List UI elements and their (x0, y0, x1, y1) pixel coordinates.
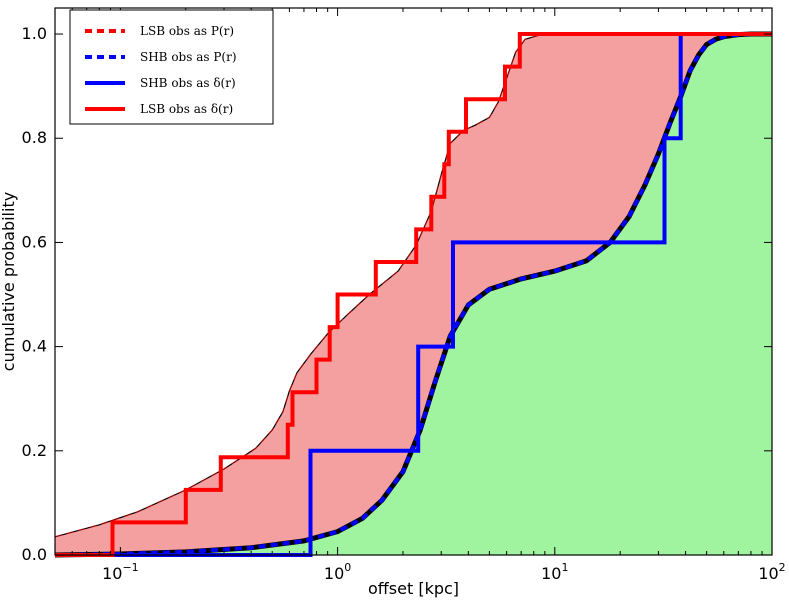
y-tick-labels: 0.0 0.2 0.4 0.6 0.8 1.0 (22, 24, 47, 564)
y-tick-label: 0.4 (22, 337, 47, 356)
shb-fill-region (55, 34, 772, 555)
x-tick-label: 101 (541, 561, 568, 583)
legend-label: LSB obs as δ(r) (140, 102, 233, 116)
series-line-shb-p (54, 32, 772, 557)
x-tick-label: 102 (758, 561, 785, 583)
y-tick-label: 0.8 (22, 128, 47, 147)
y-axis-label: cumulative probability (0, 192, 18, 371)
legend-label: LSB obs as P(r) (140, 24, 234, 38)
series-line-shb-delta (55, 32, 772, 557)
y-tick-label: 0.0 (22, 545, 47, 564)
x-tick-labels: 10−1 100 101 102 (102, 561, 786, 583)
probability-fill-regions (55, 34, 772, 555)
y-tick-label: 0.2 (22, 441, 47, 460)
series-lines (54, 31, 772, 558)
plot-frame (54, 7, 773, 556)
x-axis-label: offset [kpc] (368, 579, 459, 598)
legend: LSB obs as P(r) SHB obs as P(r) SHB obs as… (69, 9, 274, 125)
axis-ticks (55, 8, 773, 556)
series-line-lsb-delta (55, 32, 772, 557)
y-tick-label: 1.0 (22, 24, 47, 43)
legend-label: SHB obs as P(r) (140, 50, 237, 64)
y-tick-label: 0.6 (22, 232, 47, 251)
lsb-fill-region (55, 34, 772, 555)
x-tick-label: 100 (324, 561, 351, 583)
x-tick-label: 10−1 (102, 561, 139, 583)
legend-label: SHB obs as δ(r) (140, 76, 236, 90)
